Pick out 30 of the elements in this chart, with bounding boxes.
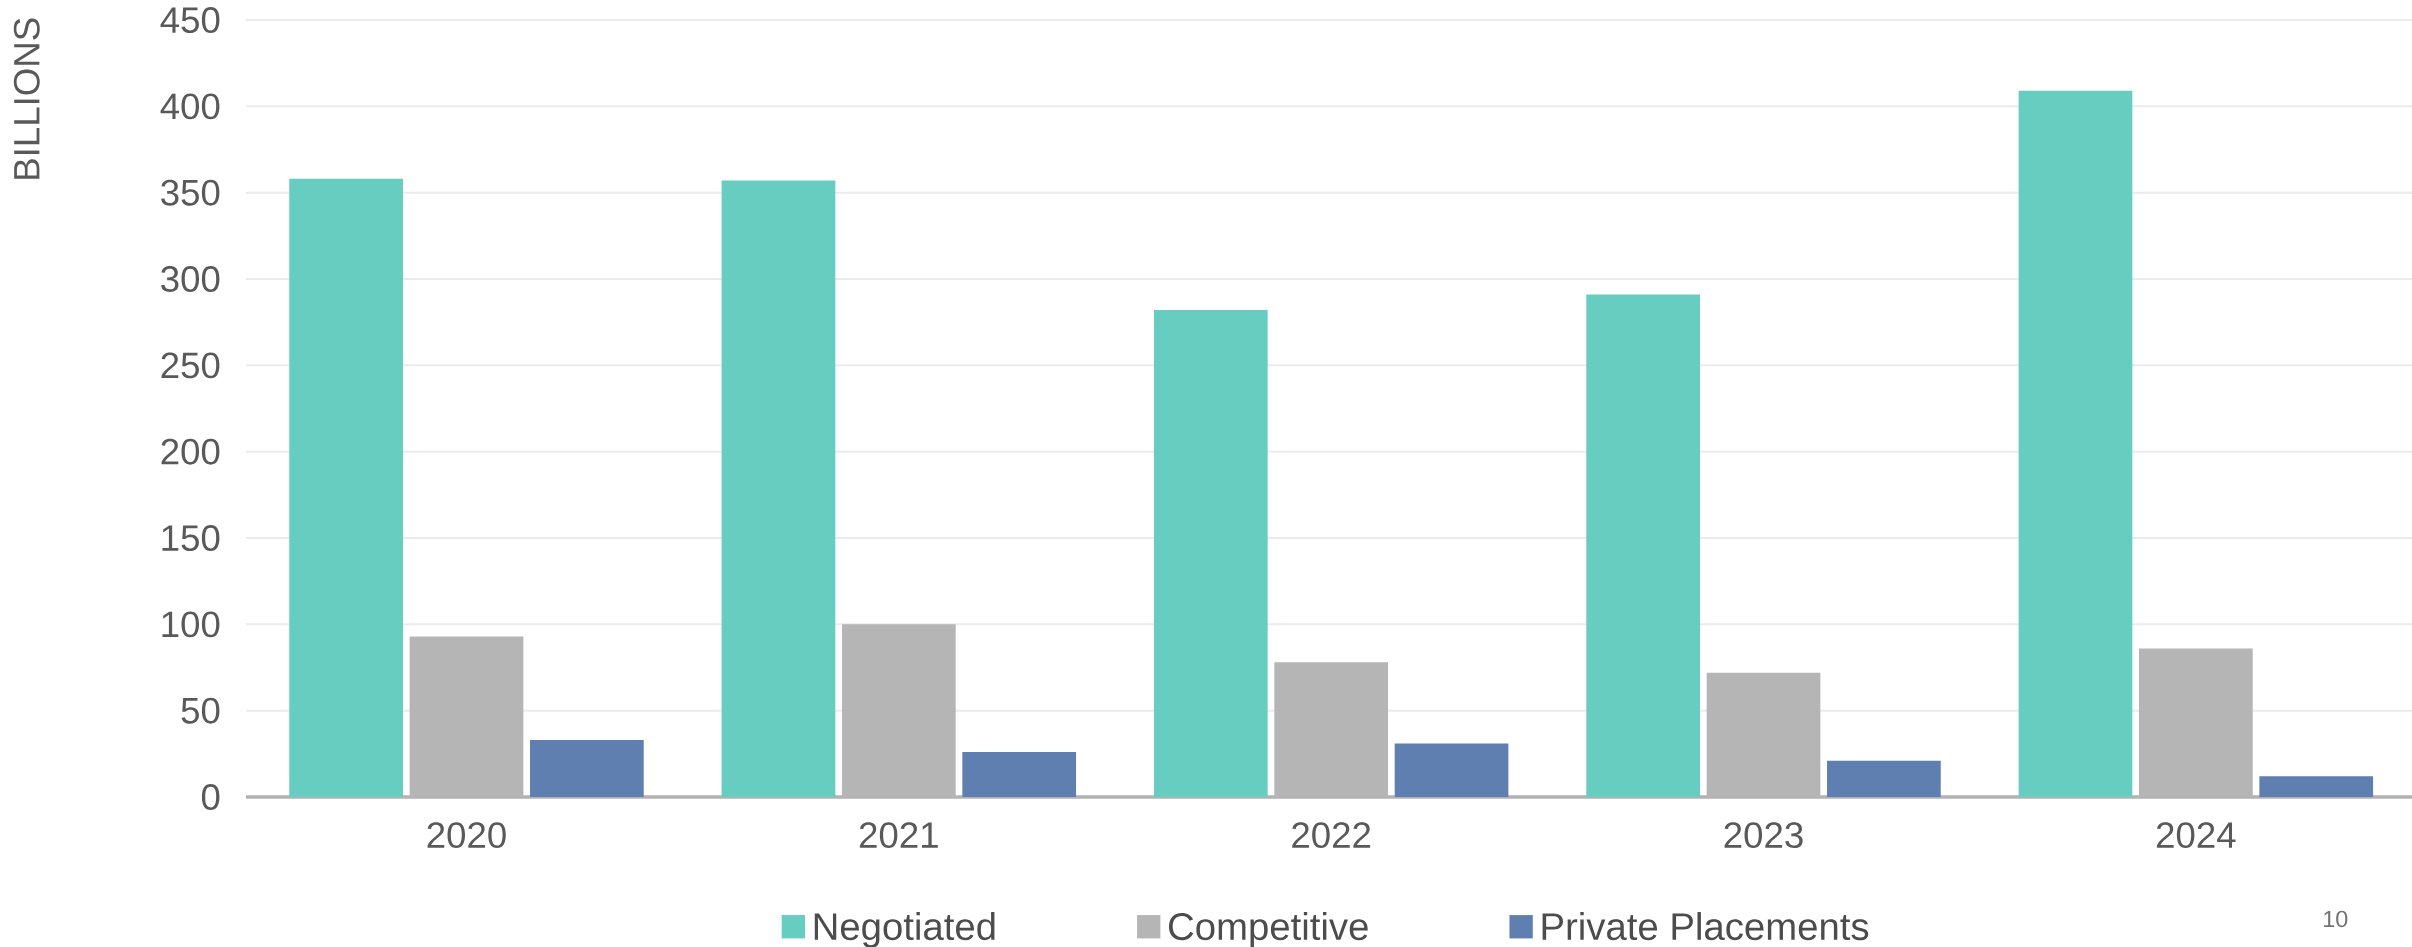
y-tick-label: 250 — [161, 352, 220, 379]
y-axis-title: BILLIONS — [13, 18, 40, 179]
legend-label: Negotiated — [814, 912, 995, 947]
y-tick-label: 300 — [161, 266, 220, 292]
x-tick-label: 2022 — [1292, 822, 1371, 849]
x-tick-label: 2020 — [427, 822, 506, 849]
y-tick-label: 400 — [160, 93, 220, 120]
y-tick-label: 350 — [161, 179, 220, 206]
y-tick-label: 100 — [162, 611, 220, 638]
y-tick-label: 150 — [162, 525, 220, 551]
bar — [962, 752, 1077, 798]
bar — [1827, 760, 1941, 798]
y-tick-label: 50 — [181, 697, 220, 724]
bar — [1394, 743, 1509, 798]
text: 10 — [2324, 910, 2348, 928]
y-tick-label: 200 — [161, 438, 220, 465]
bar — [1153, 310, 1268, 798]
bar — [289, 178, 403, 798]
legend-label: Competitive — [1169, 912, 1368, 947]
legend-label: Private Placements — [1542, 912, 1869, 941]
y-tick-label: 450 — [160, 7, 220, 33]
x-tick-label: 2024 — [2156, 822, 2236, 849]
bar — [1586, 294, 1700, 798]
bar — [721, 180, 836, 798]
x-tick-label: 2021 — [859, 822, 938, 849]
x-tick-label: 2023 — [1724, 822, 1803, 849]
y-tick-label: 0 — [201, 784, 220, 810]
bar — [2018, 90, 2133, 798]
bar — [530, 740, 644, 798]
bar — [2259, 776, 2374, 798]
